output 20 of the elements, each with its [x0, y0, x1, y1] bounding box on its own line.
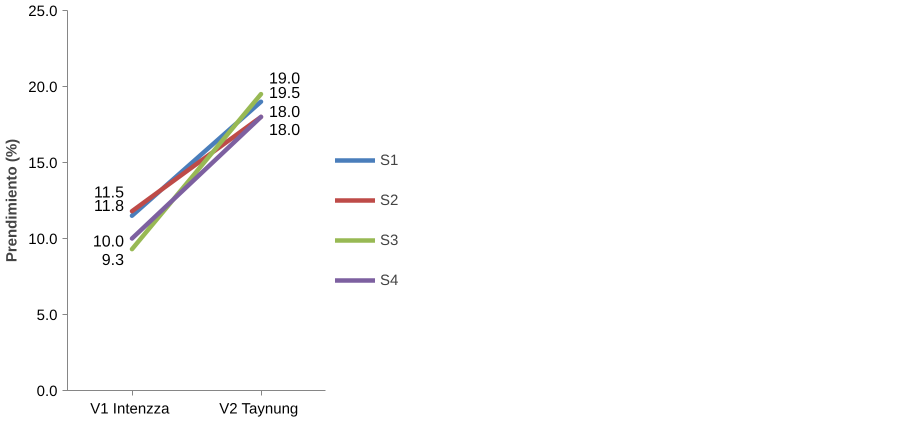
y-tick-label: 20.0: [28, 79, 58, 96]
data-label: 9.3: [102, 252, 124, 270]
data-label: 19.5: [269, 85, 300, 102]
x-tick-label: V2 Taynung: [219, 400, 298, 418]
data-label: 10.0: [92, 234, 124, 250]
y-tick-label: 25.0: [28, 3, 58, 20]
x-tick-label: V1 Intenzza: [90, 400, 170, 418]
y-tick-label: 15.0: [28, 155, 58, 172]
legend-label: S1: [380, 152, 400, 168]
y-axis-title: Prendimiento (%): [3, 138, 20, 262]
data-label: 11.8: [94, 198, 124, 216]
legend-label: S3: [380, 232, 400, 248]
y-tick-label: 5.0: [36, 307, 58, 324]
legend-label: S4: [380, 272, 400, 288]
y-tick-label: 10.0: [28, 231, 58, 248]
data-label: 19.0: [269, 70, 300, 88]
data-label: 18.0: [269, 104, 300, 121]
data-label: 18.0: [269, 122, 300, 139]
y-tick-label: 0.0: [36, 383, 58, 400]
legend-label: S2: [380, 192, 400, 208]
